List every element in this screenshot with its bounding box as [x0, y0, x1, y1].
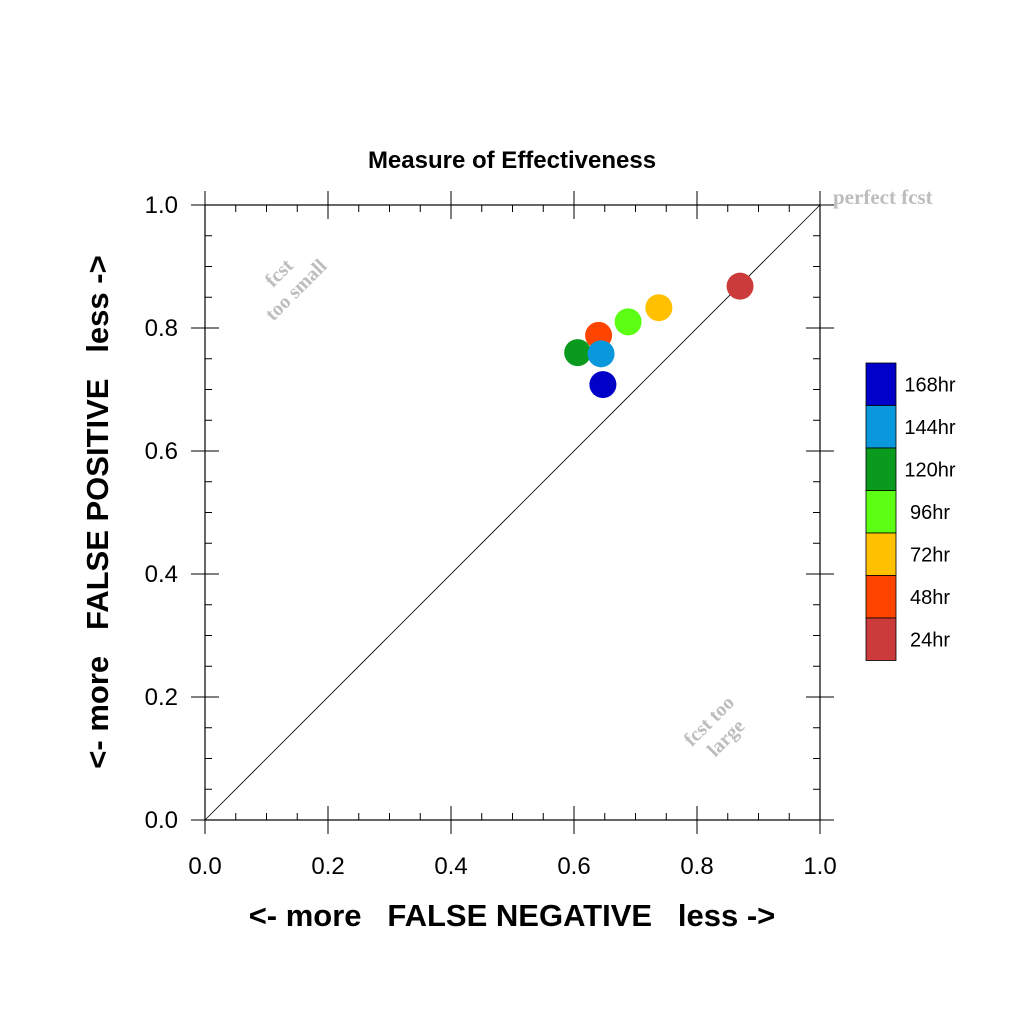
- x-tick-label: 1.0: [803, 853, 836, 880]
- point-24hr: [726, 272, 754, 300]
- perfect-forecast-diagonal: [204, 204, 821, 821]
- legend-swatch-48hr: [865, 575, 897, 619]
- y-axis-label: <- more FALSE POSITIVE less ->: [80, 255, 115, 768]
- x-tick-label: 0.8: [680, 853, 713, 880]
- x-tick-label: 0.0: [188, 853, 221, 880]
- legend-label-96hr: 96hr: [910, 502, 950, 524]
- legend-swatch-24hr: [865, 617, 897, 661]
- y-tick-label: 1.0: [145, 192, 178, 219]
- y-tick-label: 0.6: [145, 438, 178, 465]
- legend-swatch-144hr: [865, 405, 897, 449]
- legend-label-120hr: 120hr: [904, 459, 955, 481]
- too-large-annotation: fcst too large: [680, 692, 750, 762]
- chart-title: Measure of Effectiveness: [368, 147, 656, 174]
- x-tick-label: 0.6: [557, 853, 590, 880]
- too-small-annotation: fcst too small: [261, 255, 332, 326]
- point-168hr: [589, 371, 617, 399]
- point-120hr: [564, 339, 592, 367]
- legend-label-168hr: 168hr: [904, 374, 955, 396]
- y-tick-label: 0.2: [145, 684, 178, 711]
- y-tick-label: 0.0: [145, 807, 178, 834]
- y-tick-label: 0.4: [145, 561, 178, 588]
- legend-label-24hr: 24hr: [910, 629, 950, 651]
- legend-label-72hr: 72hr: [910, 544, 950, 566]
- legend-label-144hr: 144hr: [904, 417, 955, 439]
- legend-label-48hr: 48hr: [910, 587, 950, 609]
- point-96hr: [614, 308, 642, 336]
- x-axis-label: <- more FALSE NEGATIVE less ->: [249, 898, 776, 933]
- x-tick-label: 0.2: [311, 853, 344, 880]
- point-72hr: [645, 294, 673, 322]
- perfect-forecast-label: perfect fcst: [833, 185, 933, 209]
- legend: 168hr 144hr 120hr 96hr 72hr 48hr 24hr: [865, 362, 956, 661]
- legend-swatch-72hr: [865, 532, 897, 576]
- legend-swatch-120hr: [865, 447, 897, 491]
- legend-swatch-168hr: [865, 362, 897, 406]
- x-tick-label: 0.4: [434, 853, 467, 880]
- point-144hr: [587, 340, 615, 368]
- y-tick-label: 0.8: [145, 315, 178, 342]
- legend-swatch-96hr: [865, 490, 897, 534]
- axis-ticks: [191, 191, 834, 834]
